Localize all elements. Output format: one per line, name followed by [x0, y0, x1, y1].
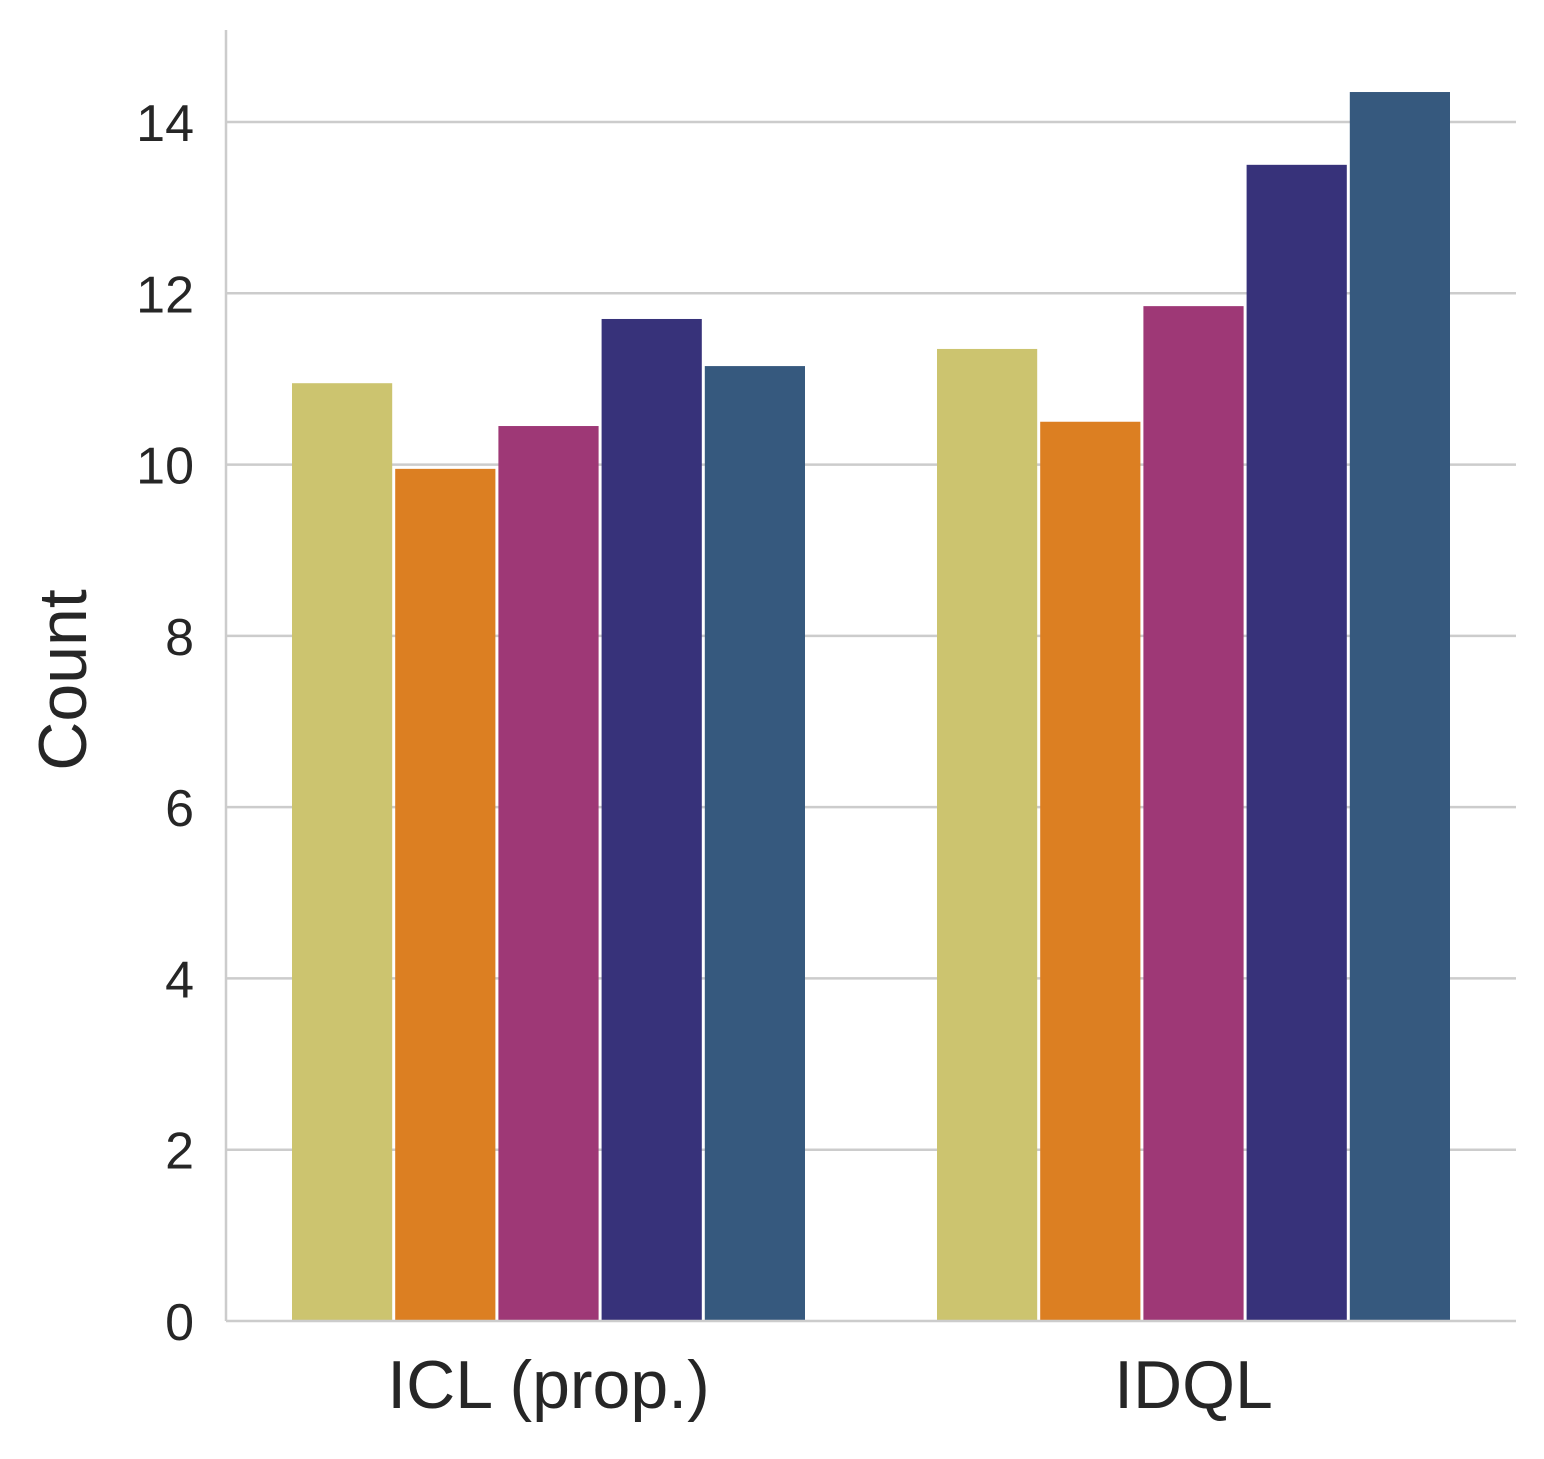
- bar-series-2-0: [395, 468, 496, 1321]
- bar-series-5-0: [704, 366, 805, 1321]
- y-tick-labels: 0 2 4 6 8 10 12 14: [136, 95, 194, 1352]
- bar-series-4-0: [601, 318, 702, 1321]
- y-tick-label: 6: [165, 780, 194, 838]
- y-tick-label: 14: [136, 95, 194, 153]
- axes: [224, 30, 1516, 1323]
- bars: [292, 92, 1450, 1322]
- bar-series-5-1: [1349, 92, 1450, 1321]
- x-tick-label: ICL (prop.): [387, 1347, 709, 1423]
- bar-series-1-1: [937, 348, 1038, 1321]
- bar-series-3-0: [498, 426, 599, 1322]
- y-tick-label: 12: [136, 266, 194, 324]
- y-tick-label: 8: [165, 609, 194, 667]
- bar-series-2-1: [1040, 421, 1141, 1321]
- bar-series-3-1: [1143, 306, 1244, 1321]
- bar-series-1-0: [292, 383, 393, 1322]
- y-tick-label: 4: [165, 951, 194, 1009]
- x-tick-labels: ICL (prop.) IDQL: [387, 1347, 1273, 1423]
- bar-series-4-1: [1246, 164, 1347, 1322]
- x-tick-label: IDQL: [1114, 1347, 1273, 1423]
- y-tick-label: 2: [165, 1123, 194, 1181]
- y-axis-title: Count: [25, 589, 101, 771]
- y-tick-label: 0: [165, 1294, 194, 1352]
- y-tick-label: 10: [136, 438, 194, 496]
